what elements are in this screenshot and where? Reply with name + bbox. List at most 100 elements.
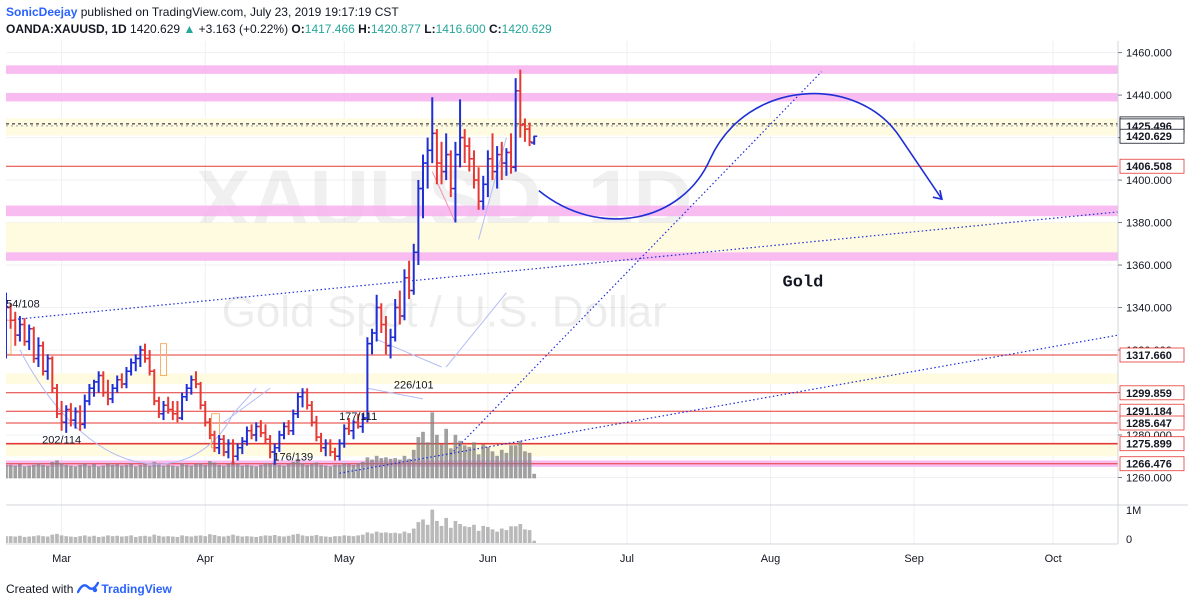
author-link[interactable]: SonicDeejay <box>6 5 78 19</box>
volume-bar <box>356 463 360 479</box>
volume-bar <box>245 464 249 479</box>
volume-pane-bar <box>388 533 393 543</box>
volume-bar <box>124 464 129 479</box>
volume-pane-bar <box>300 535 305 543</box>
ohlc-bar <box>299 388 306 408</box>
volume-axis-label: 1M <box>1126 505 1141 517</box>
ohlc-bar <box>304 388 311 410</box>
volume-pane-bar <box>217 536 221 543</box>
volume-bar <box>240 465 245 479</box>
ohlc-bar <box>248 424 255 440</box>
volume-axis-label: 0 <box>1126 534 1132 546</box>
volume-pane-bar <box>337 536 342 543</box>
ohlc-bar <box>132 354 139 372</box>
annotation-arrow <box>376 338 442 368</box>
symbol-label[interactable]: OANDA:XAUUSD, 1D <box>6 22 127 36</box>
volume-bar <box>462 445 467 479</box>
volume-bar <box>138 464 143 479</box>
volume-pane-bar <box>444 517 449 543</box>
volume-bar <box>481 444 486 479</box>
volume-pane-bar <box>309 535 314 543</box>
volume-pane-bar <box>18 535 22 543</box>
volume-bar <box>370 459 374 479</box>
volume-pane-bar <box>296 533 300 543</box>
ohlc-bar <box>160 400 167 421</box>
bar-label: 177/111 <box>339 411 377 423</box>
tradingview-brand[interactable]: TradingView <box>101 581 172 596</box>
volume-pane-bar <box>272 535 277 543</box>
volume-pane-bar <box>495 531 499 543</box>
volume-pane-bar <box>328 536 333 543</box>
annotation-arrow <box>367 387 424 400</box>
close-label: C: <box>488 22 502 36</box>
volume-pane-bar <box>402 531 407 543</box>
volume-pane-bar <box>133 536 138 543</box>
volume-bar <box>221 465 226 479</box>
volume-pane-bar <box>129 535 133 543</box>
volume-pane-bar <box>467 527 472 543</box>
trendline <box>450 71 822 455</box>
volume-bar <box>309 464 314 479</box>
volume-pane-bar <box>184 536 189 543</box>
price-change: +3.163 (+0.22%) <box>198 22 289 36</box>
volume-pane-bar <box>379 532 384 543</box>
volume-bar <box>268 464 272 479</box>
bar-label: 226/101 <box>394 379 434 391</box>
resistance-zone <box>6 92 1118 102</box>
volume-pane-bar <box>235 535 240 543</box>
volume-bar <box>231 461 235 479</box>
volume-bar <box>374 455 379 479</box>
volume-pane-bar <box>435 520 439 543</box>
time-axis-label: Oct <box>1045 553 1062 565</box>
volume-bar <box>147 465 152 479</box>
volume-bar <box>22 466 27 479</box>
volume-bar <box>509 445 513 479</box>
volume-pane-bar <box>6 536 8 543</box>
volume-bar <box>36 463 41 479</box>
volume-bar <box>411 449 416 479</box>
volume-bar <box>291 461 296 479</box>
volume-pane-bar <box>499 528 504 543</box>
volume-bar <box>476 454 481 479</box>
annotation-text: Gold <box>783 273 824 292</box>
volume-bar <box>87 465 92 479</box>
volume-bar <box>379 458 384 479</box>
volume-bar <box>69 465 73 479</box>
open-value: 1417.466 <box>304 22 355 36</box>
volume-pane-bar <box>486 527 490 543</box>
resistance-zone <box>6 205 1118 217</box>
volume-bar <box>50 461 55 479</box>
support-zone <box>6 373 1118 385</box>
volume-bar <box>189 465 194 479</box>
resistance-zone <box>6 65 1118 74</box>
volume-pane-bar <box>27 536 32 543</box>
volume-pane-bar <box>397 533 402 543</box>
volume-bar <box>212 462 217 479</box>
ohlc-bar <box>281 422 287 440</box>
ohlc-bar <box>155 396 162 418</box>
ohlc-bar <box>77 405 84 431</box>
tradingview-logo-icon <box>77 580 100 597</box>
volume-pane-bar <box>476 530 481 543</box>
volume-bar <box>18 464 22 479</box>
volume-pane-bar <box>258 536 263 543</box>
volume-bar <box>27 465 32 479</box>
volume-bar <box>518 440 523 479</box>
volume-pane-bar <box>170 536 175 543</box>
ohlc-bar <box>12 311 19 346</box>
volume-pane-bar <box>333 536 337 543</box>
volume-bar <box>101 465 106 479</box>
volume-bar <box>388 458 393 479</box>
volume-bar <box>6 464 8 479</box>
volume-pane-bar <box>411 528 416 543</box>
volume-bar <box>407 458 411 479</box>
volume-bar <box>513 445 518 479</box>
price-label-text: 1266.476 <box>1126 459 1172 471</box>
volume-bar <box>351 464 356 479</box>
price-axis-label: 1380.000 <box>1126 218 1172 230</box>
highlight-box <box>160 343 168 377</box>
volume-pane-bar <box>254 536 259 543</box>
volume-pane-bar <box>78 536 82 543</box>
volume-pane-bar <box>175 536 180 543</box>
